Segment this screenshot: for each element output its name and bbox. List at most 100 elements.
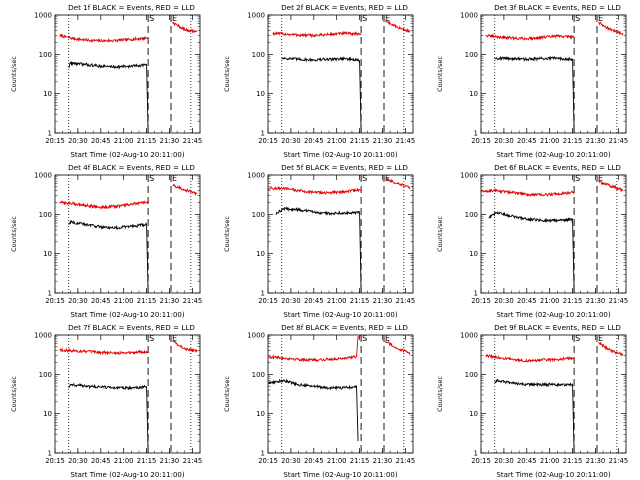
series-lld-line [59, 183, 198, 210]
y-tick-label: 10 [43, 410, 52, 418]
y-tick-label: 100 [39, 371, 52, 379]
event-marker-label: S [575, 174, 580, 183]
x-tick-label: 21:30 [160, 137, 180, 145]
series-lld-line [59, 340, 198, 356]
x-tick-label: 21:00 [327, 297, 347, 305]
x-axis-label: Start Time (02-Aug-10 20:11:00) [283, 311, 397, 319]
event-marker-label: E [385, 174, 390, 183]
x-tick-label: 21:45 [396, 297, 416, 305]
plot-frame [480, 14, 627, 134]
plot-frame [54, 174, 201, 294]
y-axis-label: Counts/sec [10, 56, 18, 92]
y-tick-label: 10 [43, 90, 52, 98]
x-tick-label: 21:15 [350, 297, 370, 305]
event-marker-label: S [149, 334, 154, 343]
y-tick-label: 100 [252, 51, 265, 59]
y-tick-label: 10 [469, 90, 478, 98]
y-tick-label: 1000 [34, 12, 52, 20]
x-tick-label: 21:00 [114, 137, 134, 145]
event-marker-label: E [172, 14, 177, 23]
plot-frame [267, 14, 414, 134]
y-tick-label: 10 [256, 250, 265, 258]
y-tick-label: 100 [465, 371, 478, 379]
detector-chart: Det 8f BLACK = Events, RED = LLD Counts/s… [223, 323, 416, 479]
x-tick-label: 20:45 [91, 457, 111, 465]
series-lld-line [485, 341, 624, 363]
x-tick-label: 21:15 [563, 137, 583, 145]
event-marker-label: E [598, 14, 603, 23]
event-marker-label: S [575, 14, 580, 23]
x-tick-label: 21:15 [563, 457, 583, 465]
x-tick-label: 21:00 [114, 457, 134, 465]
detector-panel-8: Det 8f BLACK = Events, RED = LLD Counts/s… [213, 320, 426, 480]
x-tick-label: 20:15 [471, 457, 491, 465]
y-tick-label: 1000 [247, 332, 265, 340]
y-tick-label: 100 [252, 371, 265, 379]
detector-chart: Det 4f BLACK = Events, RED = LLD Counts/s… [10, 163, 203, 319]
x-tick-label: 20:15 [471, 137, 491, 145]
x-tick-label: 21:45 [183, 457, 203, 465]
y-tick-label: 1 [474, 450, 478, 458]
x-tick-label: 21:30 [160, 297, 180, 305]
plot-frame [480, 334, 627, 454]
chart-title: Det 2f BLACK = Events, RED = LLD [281, 3, 408, 12]
x-tick-label: 21:45 [609, 137, 629, 145]
x-tick-label: 21:45 [609, 297, 629, 305]
x-tick-label: 20:30 [494, 137, 514, 145]
series-events-line [494, 55, 575, 134]
event-marker-label: E [385, 334, 390, 343]
series-lld-line [480, 178, 624, 198]
series-events-line [267, 378, 359, 442]
x-tick-label: 20:15 [258, 457, 278, 465]
series-events-line [488, 210, 575, 294]
detector-chart: Det 2f BLACK = Events, RED = LLD Counts/s… [223, 3, 415, 159]
y-tick-label: 1000 [247, 12, 265, 20]
y-axis-label: Counts/sec [10, 376, 18, 412]
x-tick-label: 20:45 [517, 457, 537, 465]
x-tick-label: 21:45 [183, 137, 203, 145]
y-tick-label: 1000 [34, 172, 52, 180]
plot-frame [267, 174, 414, 294]
x-tick-label: 20:45 [517, 137, 537, 145]
x-axis-label: Start Time (02-Aug-10 20:11:00) [70, 151, 184, 159]
x-tick-label: 20:15 [45, 457, 65, 465]
x-tick-label: 21:45 [183, 297, 203, 305]
event-marker-label: S [149, 14, 154, 23]
y-axis-label: Counts/sec [10, 216, 18, 252]
x-tick-label: 21:15 [137, 297, 157, 305]
x-tick-label: 21:30 [586, 137, 606, 145]
x-tick-label: 21:30 [373, 137, 393, 145]
detector-chart: Det 5f BLACK = Events, RED = LLD Counts/s… [223, 163, 416, 319]
x-tick-label: 21:30 [373, 457, 393, 465]
y-tick-label: 1 [48, 450, 52, 458]
y-tick-label: 10 [469, 250, 478, 258]
series-events-line [281, 56, 362, 134]
x-tick-label: 20:30 [281, 137, 301, 145]
x-tick-label: 20:15 [258, 297, 278, 305]
x-tick-label: 20:30 [68, 297, 88, 305]
x-tick-label: 21:45 [396, 457, 416, 465]
series-lld-line [267, 335, 411, 363]
series-lld-line [59, 21, 198, 44]
detector-panel-1: Det 1f BLACK = Events, RED = LLD Counts/s… [0, 0, 213, 160]
x-tick-label: 20:45 [91, 137, 111, 145]
x-tick-label: 21:15 [137, 457, 157, 465]
plot-frame [480, 174, 627, 294]
x-tick-label: 21:00 [540, 457, 560, 465]
series-events-line [494, 379, 575, 454]
x-tick-label: 21:15 [350, 137, 370, 145]
x-tick-label: 21:00 [540, 137, 560, 145]
x-axis-label: Start Time (02-Aug-10 20:11:00) [283, 471, 397, 479]
y-tick-label: 100 [465, 51, 478, 59]
y-tick-label: 10 [256, 90, 265, 98]
x-tick-label: 21:00 [540, 297, 560, 305]
plot-frame [54, 334, 201, 454]
y-tick-label: 1 [261, 450, 265, 458]
event-marker-label: S [362, 14, 367, 23]
y-tick-label: 100 [252, 211, 265, 219]
detector-panel-7: Det 7f BLACK = Events, RED = LLD Counts/s… [0, 320, 213, 480]
x-tick-label: 20:15 [471, 297, 491, 305]
x-tick-label: 21:30 [373, 297, 393, 305]
y-tick-label: 1 [474, 290, 478, 298]
